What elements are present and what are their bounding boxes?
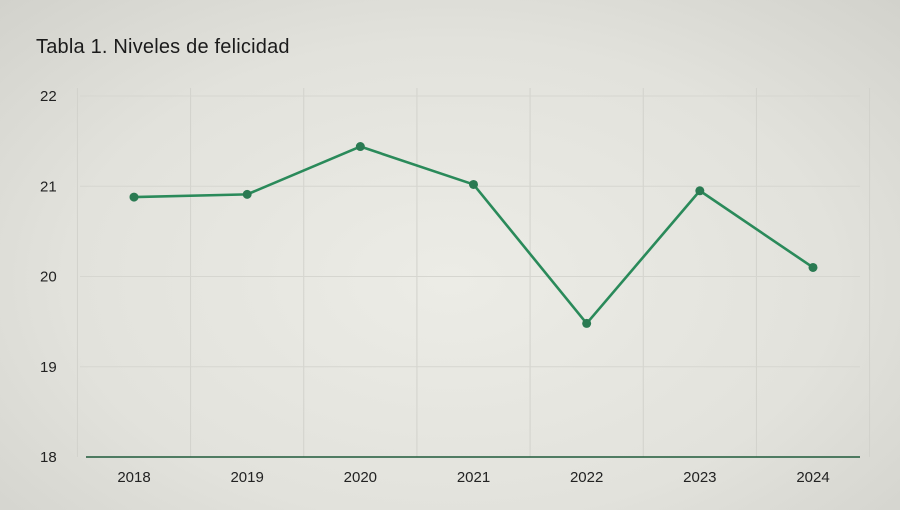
y-tick-label: 18 (40, 449, 57, 466)
x-tick-label: 2023 (683, 469, 716, 486)
data-point (695, 186, 705, 196)
data-point (355, 142, 365, 152)
y-tick-label: 21 (40, 178, 57, 195)
x-tick-label: 2018 (117, 469, 150, 486)
x-tick-label: 2020 (344, 469, 377, 486)
data-point (469, 179, 478, 189)
data-point (808, 262, 818, 272)
data-point (129, 192, 139, 202)
y-tick-label: 22 (40, 88, 57, 105)
data-point (242, 189, 252, 199)
x-tick-label: 2022 (570, 469, 603, 486)
series-line (133, 145, 814, 325)
chart-title: Tabla 1. Niveles de felicidad (36, 36, 290, 58)
y-tick-label: 20 (40, 269, 57, 286)
y-tick-label: 19 (40, 359, 57, 376)
x-tick-label: 2019 (230, 469, 263, 486)
x-tick-label: 2024 (796, 469, 829, 486)
x-tick-label: 2021 (457, 469, 490, 486)
data-point (582, 318, 592, 328)
